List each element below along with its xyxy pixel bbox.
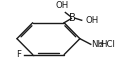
Text: OH: OH: [55, 1, 68, 10]
Text: OH: OH: [86, 16, 99, 25]
Text: NH: NH: [91, 40, 104, 49]
Text: 2: 2: [98, 42, 102, 48]
Text: HCl: HCl: [100, 40, 115, 49]
Text: F: F: [16, 50, 21, 59]
Text: B: B: [69, 13, 76, 23]
